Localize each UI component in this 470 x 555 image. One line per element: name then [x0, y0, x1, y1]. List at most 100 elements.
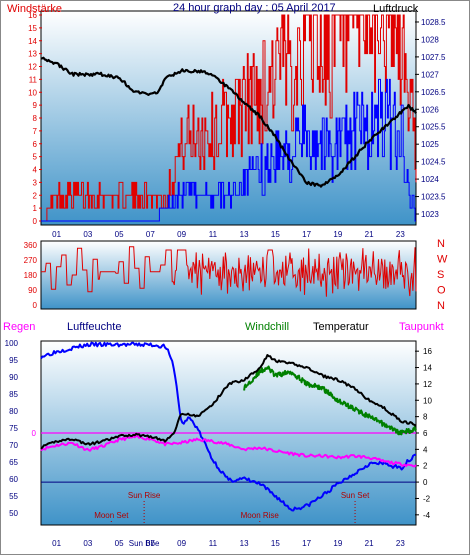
windstaerke-tick-label: 14: [28, 37, 37, 46]
windstaerke-tick-label: 4: [33, 166, 38, 175]
windstaerke-label: Windstärke: [7, 3, 62, 15]
hour-tick-label: 23: [396, 539, 405, 548]
moon-rise-label: Moon Rise: [241, 511, 280, 520]
hour-tick-label: 01: [52, 539, 61, 548]
hour-tick-label: 05: [115, 230, 124, 239]
luftdruck-tick-label: 1026: [421, 105, 439, 114]
compass-tick-label: N: [437, 238, 445, 250]
hour-tick-label: 07: [146, 230, 155, 239]
wind-direction-series: [41, 246, 417, 297]
hour-tick-label: 19: [333, 230, 342, 239]
hour-tick-label: 21: [365, 230, 374, 239]
sun-set-label: Sun Set: [341, 491, 370, 500]
hour-tick-label: 09: [177, 230, 186, 239]
wind-direction-line: [41, 246, 417, 297]
hour-tick-label: 13: [240, 230, 249, 239]
humidity-tick-label: 55: [9, 492, 18, 501]
luftdruck-tick-label: 1024.5: [421, 158, 446, 167]
temperature-tick-label: 0: [423, 478, 428, 487]
degrees-tick-label: 180: [24, 271, 38, 280]
luftdruck-tick-label: 1027: [421, 70, 439, 79]
wind-gust-line: [41, 14, 417, 222]
hour-tick-label: 11: [209, 230, 218, 239]
temperature-tick-label: 8: [423, 413, 428, 422]
windstaerke-tick-label: 5: [33, 153, 38, 162]
degrees-tick-label: 0: [33, 301, 38, 310]
sun-bbe-label: Sun Bbe: [129, 539, 160, 548]
hour-tick-label: 15: [271, 539, 280, 548]
windstaerke-tick-label: 16: [28, 11, 37, 20]
windchill-line: [243, 365, 417, 436]
luftdruck-label: Luftdruck: [373, 3, 419, 15]
legend-regen: Regen: [3, 321, 35, 333]
hour-tick-label: 11: [209, 539, 218, 548]
temperature-tick-label: 14: [423, 364, 432, 373]
hour-tick-label: 15: [271, 230, 280, 239]
degrees-axis: 0 90 180 270 360: [24, 241, 38, 310]
temperature-tick-label: 6: [423, 429, 428, 438]
temperature-tick-label: -4: [423, 511, 431, 520]
sun-rise-label: Sun Rise: [128, 491, 161, 500]
astronomy-annotations: Sun Rise Sun Set Moon Set Moon Rise: [94, 491, 370, 523]
windstaerke-tick-label: 6: [33, 140, 38, 149]
compass-tick-label: W: [437, 254, 448, 266]
temperature-axis: -4 -2 0 2 4 6 8 10 12 14 16: [415, 347, 432, 520]
legend-windchill: Windchill: [245, 321, 289, 333]
degrees-tick-label: 270: [24, 256, 38, 265]
hour-tick-label: 23: [396, 230, 405, 239]
windstaerke-tick-label: 11: [29, 75, 38, 84]
pressure-series: [40, 56, 417, 188]
legend-taupunkt: Taupunkt: [399, 321, 444, 333]
hour-axis-top: 01 03 05 07 09 11 13 15 17 19 21 23: [52, 230, 405, 239]
hour-tick-label: 19: [333, 539, 342, 548]
windstaerke-tick-label: 0: [33, 217, 38, 226]
luftdruck-tick-label: 1023: [421, 210, 439, 219]
luftdruck-tick-label: 1027.5: [421, 53, 446, 62]
windstaerke-tick-label: 9: [33, 101, 38, 110]
hour-tick-label: 17: [302, 539, 311, 548]
windstaerke-tick-label: 3: [33, 178, 38, 187]
rain-axis: 0: [32, 429, 37, 438]
compass-tick-label: N: [437, 300, 445, 312]
hour-tick-label: 17: [302, 230, 311, 239]
luftdruck-tick-label: 1025: [421, 140, 439, 149]
hour-tick-label: 07: [146, 539, 155, 548]
hour-tick-label: 03: [83, 230, 92, 239]
pressure-line: [40, 56, 417, 188]
hour-tick-label: 13: [240, 539, 249, 548]
rain-tick-label: 0: [32, 429, 37, 438]
degrees-tick-label: 90: [28, 286, 37, 295]
luftdruck-tick-label: 1024: [421, 175, 439, 184]
hour-tick-label: 21: [365, 539, 374, 548]
hour-tick-label: 05: [115, 539, 124, 548]
degrees-tick-label: 360: [24, 241, 38, 250]
temperature-tick-label: 12: [423, 380, 432, 389]
hour-tick-label: 09: [177, 539, 186, 548]
temperature-tick-label: 4: [423, 445, 428, 454]
humidity-tick-label: 90: [9, 373, 18, 382]
humidity-line: [40, 341, 417, 512]
luftdruck-tick-label: 1025.5: [421, 123, 446, 132]
humidity-axis: 50 55 60 65 70 75 80 85 90 95 100: [5, 339, 19, 518]
compass-tick-label: S: [437, 269, 444, 281]
hour-axis-bottom: 01 03 05 07 09 11 13 15 17 19 21 23 Sun Bbe: [52, 539, 405, 548]
temperature-tick-label: -2: [423, 494, 431, 503]
humidity-tick-label: 100: [5, 339, 19, 348]
windstaerke-tick-label: 13: [28, 50, 37, 59]
windstaerke-tick-label: 10: [28, 88, 37, 97]
wind-gust-series: [41, 14, 417, 222]
compass-tick-label: O: [437, 285, 446, 297]
humidity-tick-label: 65: [9, 458, 18, 467]
luftdruck-tick-label: 1026.5: [421, 88, 446, 97]
moon-set-label: Moon Set: [94, 511, 129, 520]
windstaerke-tick-label: 1: [33, 204, 38, 213]
humidity-tick-label: 60: [9, 475, 18, 484]
chart-title: 24 hour graph day : 05 April 2017: [173, 2, 336, 14]
windstaerke-tick-label: 15: [28, 24, 37, 33]
hour-tick-label: 01: [52, 230, 61, 239]
windstaerke-tick-label: 2: [33, 191, 38, 200]
